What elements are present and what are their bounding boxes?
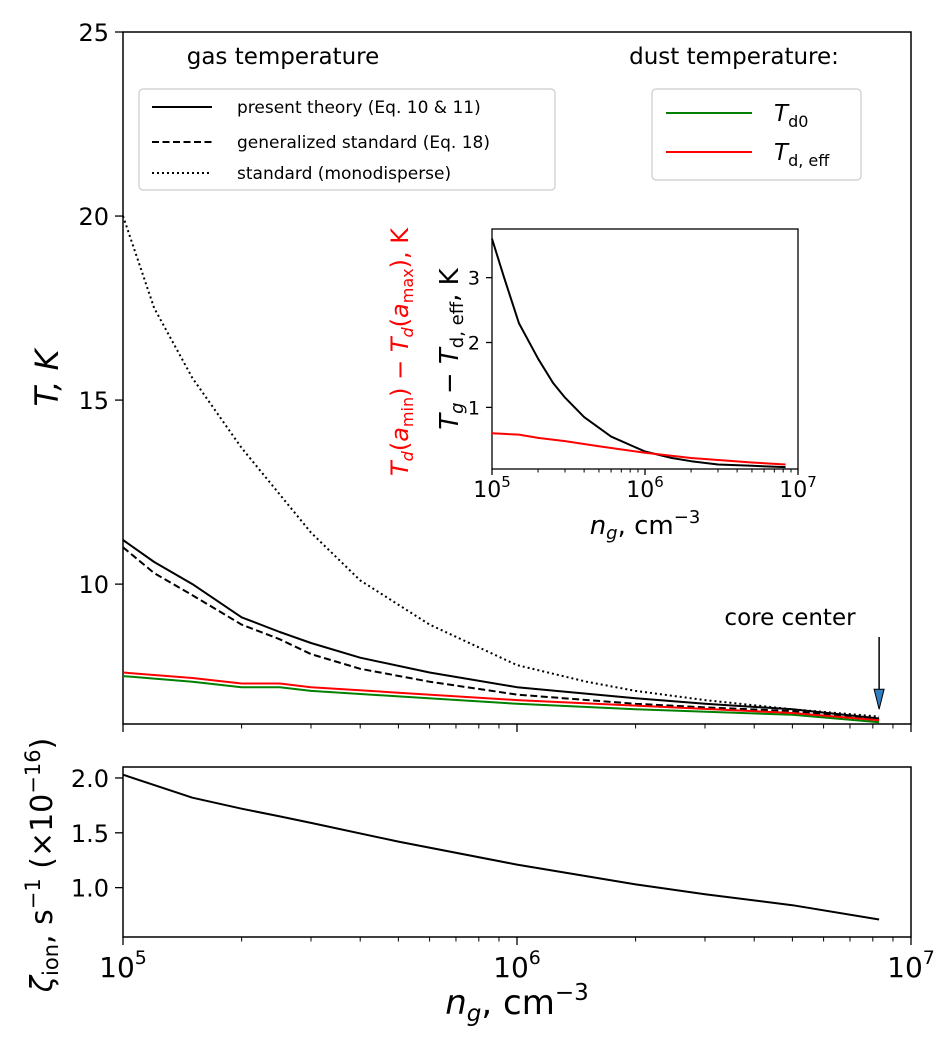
bottom-y-ticks: 1.0 1.5 2.0 [71,765,123,903]
inset-xlabel-rest: , cm [618,511,674,541]
bottom-ylabel-rest: , s [25,909,60,944]
bottom-ylabel-main: ζ [25,974,60,993]
inset-y-label-red: Td(amin) − Td(amax), K [386,227,417,476]
bottom-xlabel-rest: , cm [481,983,554,1023]
y-tick-label: 2.0 [71,765,109,793]
inset-series [491,238,786,469]
inset-xlabel-sub: g [606,523,617,544]
y-tick-label: 1 [468,397,480,419]
bottom-ylabel-sup1: −1 [21,878,45,909]
gas-legend-label-dashed: generalized standard (Eq. 18) [237,133,490,153]
series-line-present-theory [122,539,880,720]
series-line-t-d-eff [122,671,880,722]
y-tick-label: 1.0 [71,875,109,903]
dust-legend-tdeff-main: T [774,140,790,166]
bottom-x-axis-label: ng, cm−3 [445,980,589,1027]
bottom-ylabel-mid: (×10 [25,794,60,879]
series-line-zeta-ion [122,773,880,921]
inset-panel: 105 106 107 1 2 3 Tg − Td, eff, K Td(amin) −… [386,227,817,544]
gas-legend-label-solid: present theory (Eq. 10 & 11) [237,98,481,118]
gas-legend: present theory (Eq. 10 & 11) generalized… [138,88,556,191]
dust-legend-label-tdeff: Td, eff [774,140,830,170]
top-y-axis-label: T, K [28,346,66,406]
inset-xlabel-main: n [590,511,606,541]
y-tick-label: 1.5 [71,820,109,848]
x-tick-label: 107 [779,473,817,503]
dust-legend-box [651,88,862,181]
x-tick-label: 105 [99,947,147,984]
y-tick-label: 15 [78,387,109,415]
bottom-xlabel-sub: g [467,1001,482,1027]
bottom-plot-frame [122,766,912,938]
bottom-series [122,773,880,921]
inset-x-axis-label: ng, cm−3 [590,507,701,544]
dust-legend: Td0 Td, eff [651,88,862,181]
bottom-xlabel-main: n [445,983,467,1023]
inset-plot-frame [491,228,799,470]
series-line-t-d0 [122,675,880,724]
gas-legend-label-dotted: standard (monodisperse) [237,164,451,184]
inset-xlabel-sup: −3 [674,507,701,528]
gas-temperature-heading: gas temperature [187,44,380,70]
y-tick-label: 3 [468,268,480,290]
top-panel: 10 15 20 25 T, K gas temperature dust tempe… [28,19,912,732]
core-center-annotation: core center [724,605,856,631]
inset-x-ticks: 105 106 107 [473,469,817,503]
x-tick-label: 107 [887,947,935,984]
top-series [122,215,880,724]
bottom-xlabel-sup: −3 [555,980,589,1006]
dust-legend-td0-main: T [774,101,790,127]
top-y-ticks: 10 15 20 25 [78,19,123,599]
bottom-ylabel-end: ) [25,738,60,750]
bottom-ylabel-sub: ion [39,944,63,976]
x-tick-label: 106 [626,473,664,503]
series-line-tg-td-eff [491,238,786,469]
y-tick-label: 2 [468,333,480,355]
inset-y-ticks: 1 2 3 [468,268,492,419]
bottom-ylabel-sup2: −16 [21,749,45,793]
dust-temperature-heading: dust temperature: [629,44,839,70]
x-tick-label: 105 [473,473,511,503]
x-tick-label: 106 [493,947,541,984]
gas-legend-box [138,88,556,191]
series-line-standard-monodisperse- [122,215,880,718]
inset-y-label-black: Tg − Td, eff, K [435,267,468,429]
bottom-y-axis-label: ζion, s−1 (×10−16) [21,738,63,994]
series-line-generalized-standard [122,546,880,722]
series-line-td-amin-td-amax- [491,432,786,466]
dust-legend-td0-sub: d0 [788,112,808,131]
y-tick-label: 20 [78,203,109,231]
top-ylabel-text: T, K [28,346,66,406]
y-tick-label: 10 [78,571,109,599]
dust-legend-tdeff-sub: d, eff [788,151,830,170]
y-tick-label: 25 [78,19,109,47]
dust-legend-label-td0: Td0 [774,101,808,131]
bottom-panel: 105 106 107 1.0 1.5 2.0 ζion, s−1 (×10−16) n… [21,738,935,1027]
top-x-ticks [122,724,912,732]
bottom-x-ticks: 105 106 107 [99,937,935,984]
core-center-arrow-head [873,688,885,710]
